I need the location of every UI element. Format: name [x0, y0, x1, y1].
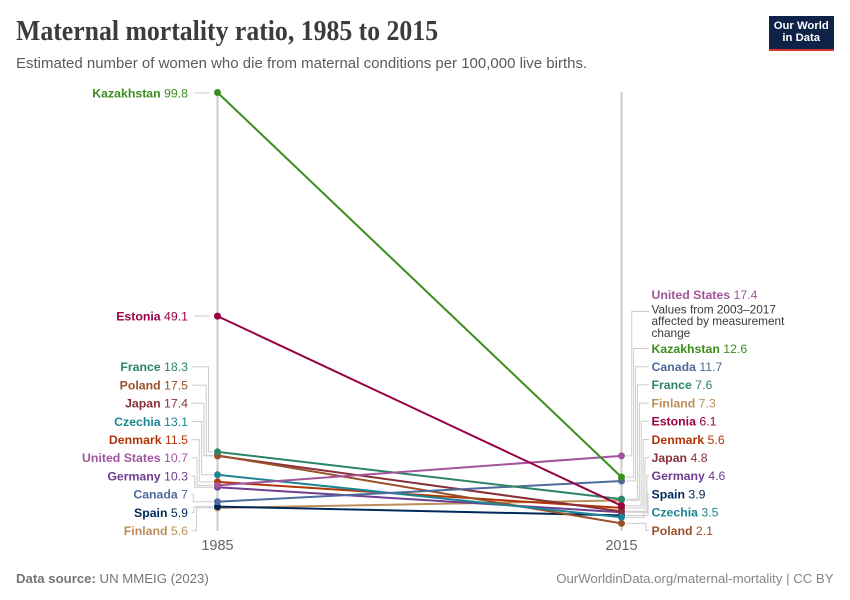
svg-text:affected by measurement: affected by measurement — [652, 314, 786, 328]
svg-text:Finland 5.6: Finland 5.6 — [124, 524, 188, 538]
svg-text:Czechia 13.1: Czechia 13.1 — [114, 415, 188, 429]
svg-text:Estonia 6.1: Estonia 6.1 — [652, 415, 717, 429]
svg-text:Japan 17.4: Japan 17.4 — [125, 397, 188, 411]
svg-text:France 18.3: France 18.3 — [120, 360, 188, 374]
svg-text:Czechia 3.5: Czechia 3.5 — [652, 506, 719, 520]
svg-text:United States 17.4: United States 17.4 — [652, 288, 758, 302]
svg-text:Kazakhstan 99.8: Kazakhstan 99.8 — [92, 86, 188, 100]
svg-text:France 7.6: France 7.6 — [652, 378, 713, 392]
svg-text:Canada 11.7: Canada 11.7 — [652, 360, 723, 374]
svg-text:Canada 7: Canada 7 — [133, 488, 188, 502]
svg-text:United States 10.7: United States 10.7 — [82, 451, 188, 465]
svg-text:Germany 10.3: Germany 10.3 — [107, 469, 188, 483]
svg-text:Estonia 49.1: Estonia 49.1 — [116, 309, 188, 323]
svg-text:Japan 4.8: Japan 4.8 — [652, 451, 708, 465]
svg-text:Finland 7.3: Finland 7.3 — [652, 396, 716, 410]
svg-text:Values from 2003–2017: Values from 2003–2017 — [652, 302, 776, 316]
svg-text:Poland 2.1: Poland 2.1 — [652, 524, 714, 538]
svg-text:1985: 1985 — [201, 538, 233, 554]
svg-text:Germany 4.6: Germany 4.6 — [652, 469, 726, 483]
svg-text:Spain 5.9: Spain 5.9 — [134, 506, 188, 520]
svg-text:Denmark 11.5: Denmark 11.5 — [109, 433, 188, 447]
svg-text:Denmark 5.6: Denmark 5.6 — [652, 433, 725, 447]
svg-text:change: change — [652, 326, 691, 340]
svg-text:2015: 2015 — [605, 538, 637, 554]
svg-text:Spain 3.9: Spain 3.9 — [652, 487, 706, 501]
svg-text:Kazakhstan 12.6: Kazakhstan 12.6 — [652, 342, 748, 356]
svg-text:Poland 17.5: Poland 17.5 — [120, 378, 189, 392]
